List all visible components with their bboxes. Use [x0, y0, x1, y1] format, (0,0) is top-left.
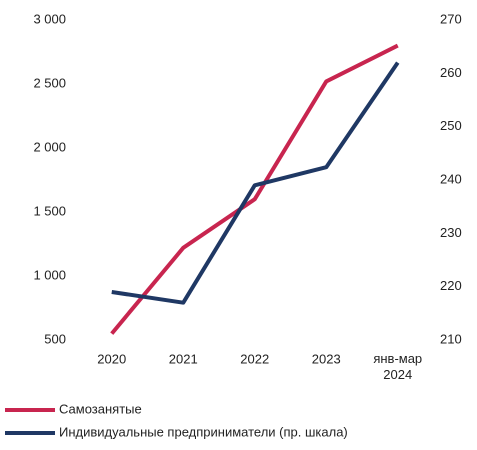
legend-label: Самозанятые	[59, 401, 142, 416]
y-tick-label: 2 500	[33, 75, 66, 90]
series-line	[110, 43, 399, 335]
y2-tick-label: 250	[440, 118, 462, 133]
y2-tick-label: 210	[440, 331, 462, 346]
x-tick-label: янв-мар 2024	[373, 351, 422, 382]
y-tick-label: 500	[44, 331, 66, 346]
y2-tick-label: 220	[440, 278, 462, 293]
y-tick-label: 2 000	[33, 139, 66, 154]
y2-tick-label: 260	[440, 65, 462, 80]
y2-tick-label: 230	[440, 225, 462, 240]
y2-tick-label: 270	[440, 11, 462, 26]
y-tick-label: 3 000	[33, 11, 66, 26]
y-tick-label: 1 500	[33, 203, 66, 218]
series-line	[111, 61, 400, 305]
x-tick-label: 2022	[240, 351, 269, 366]
x-tick-label: 2021	[169, 351, 198, 366]
legend-label: Индивидуальные предприниматели (пр. шкал…	[59, 424, 348, 439]
y-tick-label: 1 000	[33, 267, 66, 282]
x-tick-label: 2020	[97, 351, 126, 366]
x-tick-label: 2023	[312, 351, 341, 366]
y2-tick-label: 240	[440, 171, 462, 186]
